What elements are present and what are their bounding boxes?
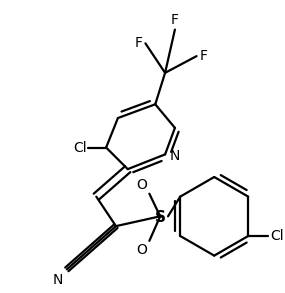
Text: O: O [137, 243, 147, 257]
Text: S: S [155, 210, 166, 225]
Text: F: F [200, 49, 207, 63]
Text: N: N [170, 149, 180, 163]
Text: Cl: Cl [270, 229, 284, 243]
Text: O: O [137, 178, 147, 192]
Text: N: N [52, 273, 63, 287]
Text: F: F [171, 13, 179, 27]
Text: Cl: Cl [73, 141, 86, 154]
Text: F: F [135, 36, 142, 50]
